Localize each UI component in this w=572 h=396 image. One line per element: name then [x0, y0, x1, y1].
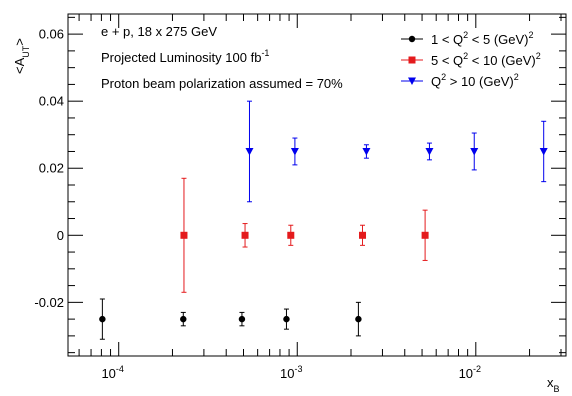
series-2	[180, 177, 429, 293]
annotation-polarization: Proton beam polarization assumed = 70%	[101, 76, 343, 91]
data-point	[425, 147, 434, 156]
legend-label-part: Q	[431, 74, 441, 89]
annotation-luminosity: Projected Luminosity 100 fb-1	[101, 48, 269, 65]
legend-label: 5 < Q2 < 10 (GeV)2	[431, 51, 541, 68]
y-tick-label: 0.02	[39, 161, 64, 176]
legend-label-part: 2	[514, 72, 519, 82]
x-tick-label-exp: -2	[473, 364, 481, 374]
data-point	[238, 315, 246, 323]
legend-label-part: > 10 (GeV)	[446, 74, 514, 89]
legend-marker	[408, 56, 416, 64]
legend-label-part: 2	[463, 30, 468, 40]
data-point	[99, 315, 106, 323]
x-tick-label-exp: -3	[294, 364, 302, 374]
data-point	[421, 231, 429, 239]
series-1	[99, 298, 362, 340]
axis-ticks	[68, 14, 566, 356]
data-point	[245, 147, 254, 156]
x-tick-label: 10-3	[280, 364, 302, 381]
x-axis-label-sub: B	[554, 384, 560, 394]
legend: 1 < Q2 < 5 (GeV)25 < Q2 < 10 (GeV)2Q2 > …	[401, 30, 541, 89]
x-tick-label: 10-4	[101, 364, 123, 381]
x-tick-label-base: 10	[280, 366, 294, 381]
legend-label: 1 < Q2 < 5 (GeV)2	[431, 30, 534, 47]
legend-label: Q2 > 10 (GeV)2	[431, 72, 519, 89]
y-axis-label-sub: UT	[21, 45, 31, 57]
legend-label-part: 2	[536, 51, 541, 61]
legend-label-part: 2	[463, 51, 468, 61]
data-point	[283, 315, 290, 323]
legend-label-part: 2	[529, 30, 534, 40]
x-axis-label-main: x	[547, 375, 554, 390]
legend-label-part: < 5 (GeV)	[468, 32, 528, 47]
x-tick-label-base: 10	[101, 366, 115, 381]
data-point	[355, 315, 362, 323]
data-point	[290, 147, 299, 156]
data-point	[241, 231, 249, 239]
data-series	[99, 100, 548, 340]
y-axis-label-lt: <A	[12, 57, 27, 74]
legend-label-part: < 10 (GeV)	[468, 53, 536, 68]
legend-label-part: 5 < Q	[431, 53, 463, 68]
annotation-luminosity-main: Projected Luminosity 100 fb	[101, 50, 261, 65]
y-axis-label: <AUT>	[12, 38, 31, 74]
legend-label-part: 1 < Q	[431, 32, 463, 47]
data-point	[180, 315, 187, 323]
y-tick-label: 0	[57, 228, 64, 243]
y-axis-label-gt: >	[12, 38, 27, 46]
legend-marker	[408, 35, 416, 43]
y-tick-label: 0.04	[39, 94, 64, 109]
y-tick-label: -0.02	[34, 295, 64, 310]
series-3	[245, 100, 548, 203]
x-axis-label: xB	[547, 375, 560, 394]
annotation-block: e + p, 18 x 275 GeV Projected Luminosity…	[101, 24, 343, 91]
legend-marker	[408, 77, 416, 85]
data-point	[180, 231, 188, 239]
annotation-beam: e + p, 18 x 275 GeV	[101, 24, 217, 39]
data-point	[470, 147, 479, 156]
y-tick-label: 0.06	[39, 27, 64, 42]
annotation-luminosity-sup: -1	[261, 48, 269, 58]
x-tick-label-exp: -4	[116, 364, 124, 374]
data-point	[287, 231, 295, 239]
data-point	[539, 147, 548, 156]
legend-label-part: 2	[441, 72, 446, 82]
x-tick-label: 10-2	[459, 364, 481, 381]
data-point	[362, 147, 371, 156]
data-point	[359, 231, 367, 239]
x-tick-label-base: 10	[459, 366, 473, 381]
